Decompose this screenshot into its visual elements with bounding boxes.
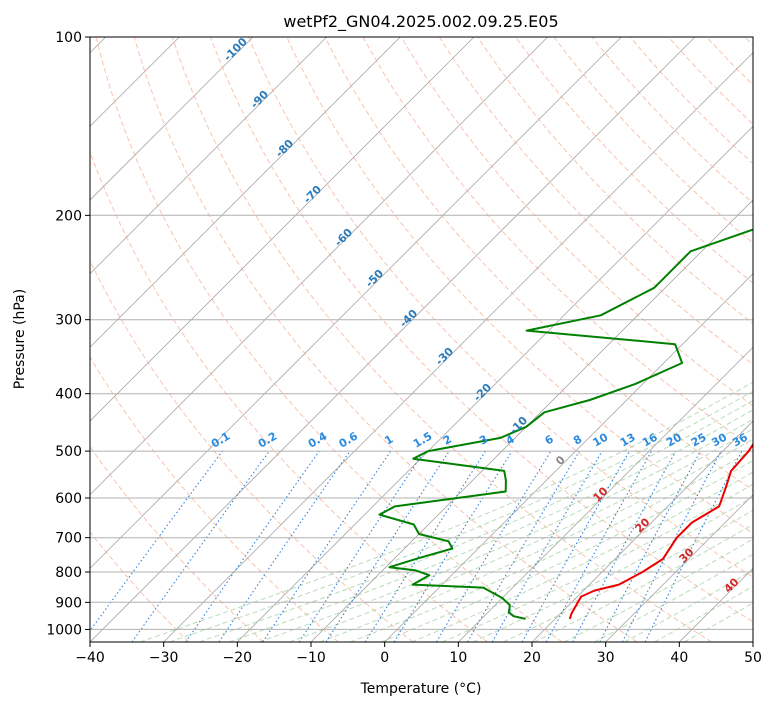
dewpoint-profile-line — [378, 228, 753, 620]
mixing-ratio-line — [298, 450, 425, 642]
dry-adiabat-line — [133, 37, 638, 642]
y-axis-label: Pressure (hPa) — [12, 289, 28, 389]
isotherm-line — [163, 52, 753, 642]
x-tick-label: −20 — [223, 650, 253, 666]
moist-adiabat-line — [169, 390, 753, 642]
y-tick-label: 400 — [55, 387, 82, 403]
dry-adiabat-line — [90, 259, 414, 642]
dry-adiabat-line — [90, 531, 190, 642]
moist-adiabat-line — [319, 438, 753, 642]
dry-adiabat-line — [248, 37, 753, 578]
background-lines — [90, 37, 753, 642]
isotherm-line — [90, 37, 401, 348]
x-axis-label: Temperature (°C) — [360, 681, 482, 697]
isotherm-line — [237, 125, 753, 642]
axes-ticks: −40 −30 −20 −10 0 10 20 30 40 50 100 200 300 400 500 60… — [46, 30, 762, 666]
moist-adiabat-line — [139, 381, 753, 642]
dry-adiabat-line — [210, 37, 753, 623]
dry-adiabat-line — [515, 37, 753, 284]
x-tick-label: 10 — [449, 650, 467, 666]
x-tick-label: 0 — [380, 650, 389, 666]
x-tick-label: −40 — [75, 650, 105, 666]
moist-adiabat-line — [594, 553, 753, 642]
x-tick-label: 40 — [670, 650, 688, 666]
x-tick-label: 50 — [744, 650, 762, 666]
y-tick-label: 600 — [55, 491, 82, 507]
isotherm-line — [90, 37, 475, 422]
y-tick-label: 700 — [55, 531, 82, 547]
mixing-ratio-line — [218, 450, 351, 642]
y-tick-label: 100 — [55, 30, 82, 46]
mixing-ratio-line — [572, 450, 677, 642]
dry-adiabat-line — [95, 37, 563, 642]
mixing-ratio-line — [545, 450, 653, 642]
moist-adiabat-line — [258, 418, 753, 642]
y-tick-label: 800 — [55, 565, 82, 581]
mixing-ratio-line — [325, 450, 450, 642]
dry-adiabat-line — [90, 150, 488, 642]
x-tick-label: −30 — [149, 650, 179, 666]
profiles — [378, 228, 753, 620]
moist-adiabat-line — [563, 538, 753, 642]
mixing-ratio-line — [185, 450, 320, 642]
isotherm-line — [90, 37, 548, 496]
y-tick-label: 200 — [55, 208, 82, 224]
isotherm-line — [90, 37, 696, 642]
dry-adiabat-line — [90, 356, 339, 642]
x-tick-label: 20 — [523, 650, 541, 666]
moist-adiabat-line — [411, 471, 753, 642]
isotherm-line — [605, 494, 753, 642]
mixing-ratio-line — [131, 450, 270, 642]
isotherm-line — [90, 37, 254, 201]
y-tick-label: 1000 — [46, 622, 82, 638]
mixing-ratio-line — [521, 450, 630, 642]
mixing-ratio-line — [262, 450, 392, 642]
y-tick-label: 500 — [55, 444, 82, 460]
isotherm-line — [531, 420, 753, 642]
mixing-ratio-line — [644, 450, 743, 642]
moist-adiabat-line — [350, 449, 753, 642]
isotherm-line — [90, 37, 622, 569]
temperature-profile-line — [568, 442, 753, 620]
moist-adiabat-line — [472, 496, 753, 642]
moist-adiabat-line — [199, 399, 753, 642]
dry-adiabat-line — [324, 37, 753, 491]
x-tick-label: 30 — [597, 650, 615, 666]
dry-adiabat-line — [171, 37, 712, 642]
dry-adiabat-line — [90, 445, 264, 642]
dry-adiabat-line — [400, 37, 753, 407]
mixing-ratio-line — [90, 450, 223, 632]
y-tick-label: 300 — [55, 313, 82, 329]
dry-adiabat-line — [438, 37, 753, 366]
plot-frame — [89, 36, 754, 643]
x-tick-label: −10 — [296, 650, 326, 666]
isotherm-line — [384, 273, 753, 642]
isotherm-line — [90, 37, 327, 275]
chart-title: wetPf2_GN04.2025.002.09.25.E05 — [283, 12, 558, 32]
y-tick-label: 900 — [55, 595, 82, 611]
moist-adiabat-line — [380, 459, 753, 642]
